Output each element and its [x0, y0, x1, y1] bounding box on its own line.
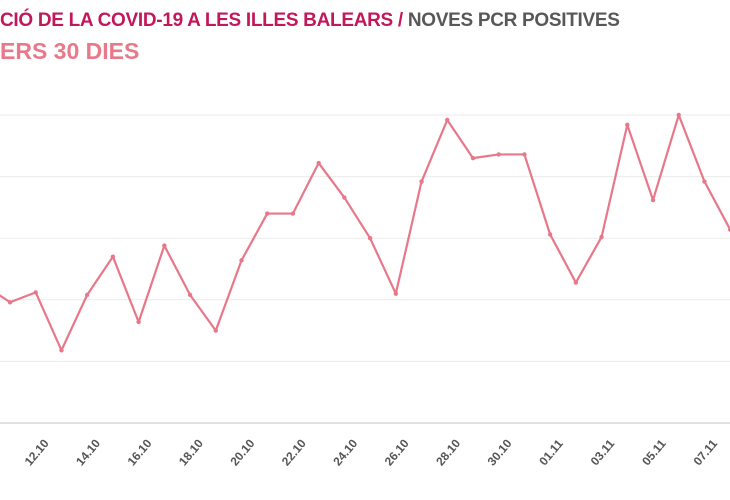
x-tick-label: 26.10 [382, 436, 412, 468]
x-tick-label: 28.10 [433, 436, 463, 468]
data-point [625, 122, 630, 128]
x-tick-label: 05.11 [639, 436, 669, 468]
data-point [573, 280, 579, 285]
chart-subtitle: ERS 30 DIES [0, 38, 140, 64]
x-tick-label: 18.10 [176, 436, 206, 468]
data-point [316, 160, 321, 166]
data-point [470, 155, 476, 161]
data-point [547, 232, 553, 237]
data-point [84, 292, 90, 298]
x-tick-label: 20.10 [227, 436, 257, 468]
x-tick-label: 30.10 [485, 436, 515, 468]
data-point [445, 117, 450, 123]
data-point [213, 328, 218, 333]
x-tick-label: 22.10 [279, 436, 309, 468]
data-point [393, 291, 399, 296]
data-point [676, 112, 681, 118]
data-point [239, 258, 244, 263]
series-line [0, 113, 730, 352]
x-tick-label: 01.11 [536, 436, 566, 468]
title-main: CIÓ DE LA COVID-19 A LES ILLES BALEARS [0, 10, 393, 31]
data-point [702, 179, 707, 184]
data-point [33, 290, 38, 295]
data-point [162, 243, 167, 248]
data-point [290, 211, 296, 216]
data-point [136, 319, 141, 325]
data-point [110, 254, 116, 259]
data-point [650, 197, 656, 203]
title-separator: / [392, 10, 408, 31]
data-point [419, 179, 424, 184]
title-metric: NOVES PCR POSITIVES [407, 10, 620, 31]
data-point [59, 348, 64, 353]
chart-title: CIÓ DE LA COVID-19 A LES ILLES BALEARS /… [0, 10, 620, 32]
x-tick-label: 16.10 [125, 436, 155, 468]
data-point [522, 152, 527, 157]
data-point [187, 292, 193, 298]
x-tick-label: 03.11 [588, 436, 618, 468]
data-point [727, 227, 730, 232]
x-tick-label: 12.10 [22, 436, 52, 468]
data-point [367, 236, 373, 241]
data-point [496, 152, 501, 157]
x-tick-label: 24.10 [330, 436, 360, 468]
x-tick-label: 14.10 [73, 436, 103, 468]
data-point [265, 211, 270, 216]
x-tick-label: 07.11 [691, 436, 721, 468]
data-point [342, 195, 347, 200]
data-point [599, 234, 604, 240]
data-point [7, 300, 13, 305]
